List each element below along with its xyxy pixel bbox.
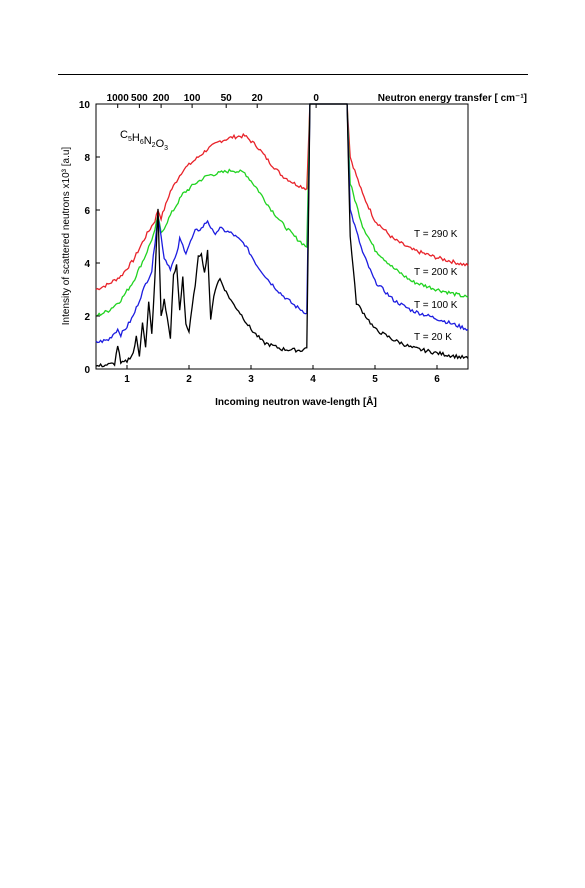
x-tick-label-1: 2 <box>186 374 192 385</box>
series-line-2 <box>95 103 469 344</box>
series-label-0: T = 290 K <box>414 229 458 240</box>
top-tick-label-2: 200 <box>153 93 170 104</box>
top-tick-label-4: 50 <box>221 93 233 104</box>
top-tick-label-6: 0 <box>313 93 319 104</box>
top-tick-label-5: 20 <box>252 93 264 104</box>
x-tick-label-0: 1 <box>124 374 130 385</box>
series-line-1 <box>95 103 469 317</box>
series-line-0 <box>95 103 469 291</box>
plot-frame <box>95 103 469 370</box>
y-tick-label-2: 4 <box>84 259 90 270</box>
y-tick-label-5: 10 <box>79 100 91 111</box>
compound-formula: C5H6N2O3 <box>120 129 168 152</box>
x-tick-label-2: 3 <box>248 374 254 385</box>
labels-layer: T = 290 K T = 200 K T = 100 K T = 20 K <box>414 229 458 343</box>
x-tick-label-3: 4 <box>310 374 316 385</box>
series-label-3: T = 20 K <box>414 332 452 343</box>
top-axis-title: Neutron energy transfer [ cm⁻¹] <box>378 93 527 104</box>
top-tick-label-0: 1000 <box>107 93 130 104</box>
series-label-1: T = 200 K <box>414 267 458 278</box>
header-rule <box>58 74 528 75</box>
y-tick-label-4: 8 <box>84 153 90 164</box>
series-label-2: T = 100 K <box>414 300 458 311</box>
x-tick-label-4: 5 <box>372 374 378 385</box>
series-line-3 <box>95 103 469 368</box>
y-tick-label-3: 6 <box>84 206 90 217</box>
x-axis-title: Incoming neutron wave-length [Å] <box>215 395 377 408</box>
y-tick-label-1: 2 <box>84 312 90 323</box>
x-tick-label-5: 6 <box>434 374 440 385</box>
top-tick-label-3: 100 <box>184 93 201 104</box>
y-axis-title: Intensity of scattered neutrons x10³ [a.… <box>61 147 72 326</box>
y-tick-label-0: 0 <box>84 365 90 376</box>
top-tick-label-1: 500 <box>131 93 148 104</box>
series-layer <box>95 103 469 368</box>
